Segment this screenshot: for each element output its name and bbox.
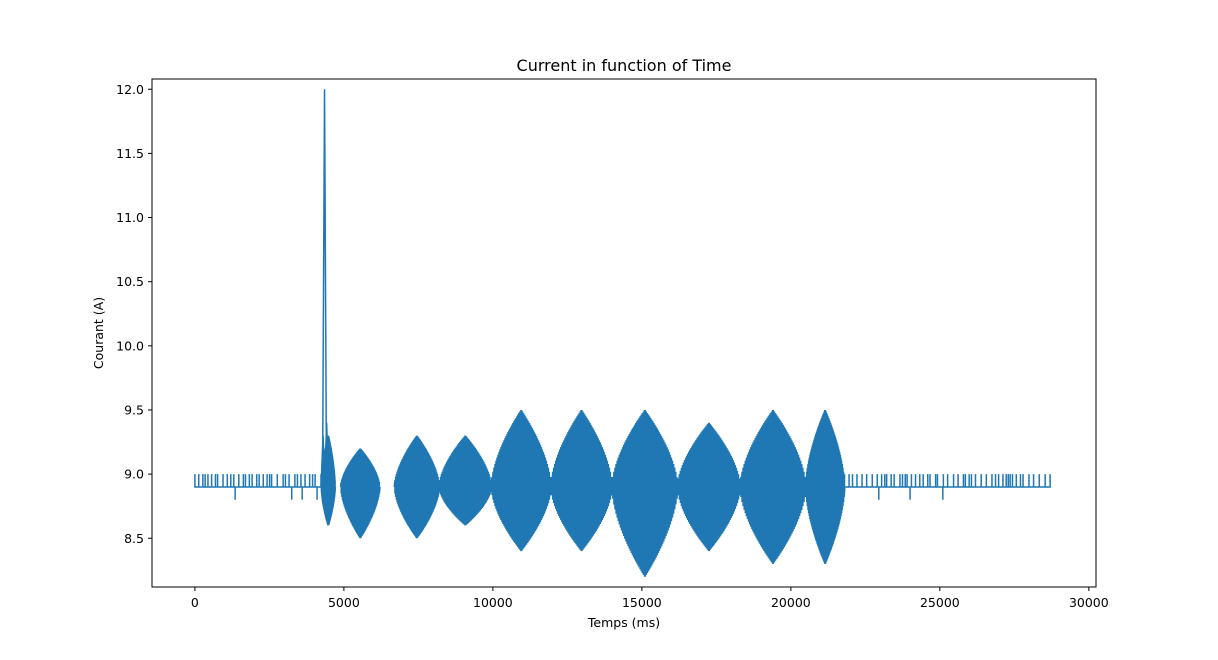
plot-area bbox=[151, 78, 1097, 588]
y-axis-label: Courant (A) bbox=[91, 297, 106, 369]
y-tick-label: 9.5 bbox=[124, 402, 144, 417]
y-tick-label: 9.0 bbox=[124, 467, 144, 482]
x-tick-label: 30000 bbox=[1069, 595, 1109, 610]
x-axis: 0 5000 10000 15000 20000 25000 30000 bbox=[191, 587, 1109, 610]
y-tick-label: 11.5 bbox=[116, 146, 144, 161]
burst-envelope bbox=[612, 421, 678, 564]
burst-envelope bbox=[550, 421, 613, 542]
current-peak bbox=[323, 422, 330, 487]
burst-envelope bbox=[491, 421, 551, 542]
x-tick-label: 20000 bbox=[771, 595, 811, 610]
burst-envelope bbox=[805, 421, 845, 553]
y-axis: 8.5 9.0 9.5 10.0 10.5 11.0 11.5 12.0 bbox=[116, 82, 152, 546]
chart-title: Current in function of Time bbox=[517, 56, 732, 75]
burst-envelope bbox=[439, 443, 492, 520]
y-tick-label: 11.0 bbox=[116, 210, 144, 225]
y-tick-label: 8.5 bbox=[124, 531, 144, 546]
current-peak bbox=[321, 89, 328, 487]
burst-envelope bbox=[677, 432, 741, 542]
plot-frame bbox=[151, 78, 1097, 588]
x-tick-label: 0 bbox=[191, 595, 199, 610]
quiet-segment bbox=[843, 474, 1051, 500]
x-tick-label: 5000 bbox=[328, 595, 360, 610]
series-layer bbox=[194, 89, 1051, 577]
x-axis-label: Temps (ms) bbox=[587, 615, 660, 630]
burst-envelope bbox=[740, 421, 806, 553]
y-tick-label: 10.5 bbox=[116, 274, 144, 289]
burst-envelope bbox=[394, 443, 440, 531]
x-tick-label: 25000 bbox=[920, 595, 960, 610]
y-tick-label: 10.0 bbox=[116, 338, 144, 353]
y-tick-label: 12.0 bbox=[116, 82, 144, 97]
x-tick-label: 15000 bbox=[622, 595, 662, 610]
x-tick-label: 10000 bbox=[473, 595, 513, 610]
burst-envelope bbox=[340, 454, 380, 531]
